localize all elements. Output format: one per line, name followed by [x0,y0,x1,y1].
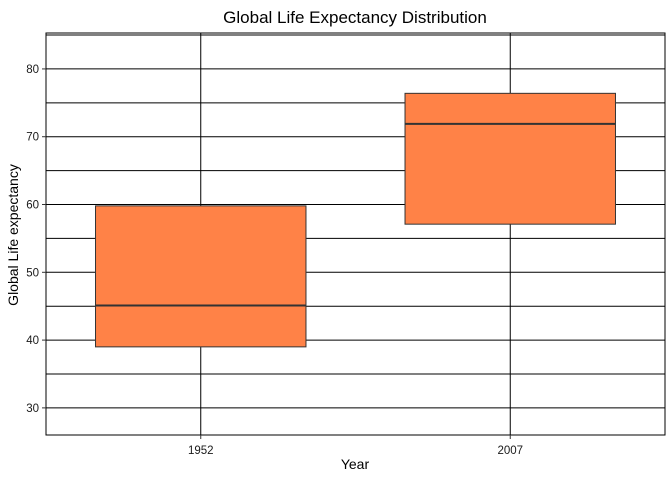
y-tick-label: 50 [26,267,39,279]
panel-border [45,32,666,436]
plot-panel: 30 40 50 60 70 80 1952 2007 [26,32,666,457]
y-tick-label: 40 [26,335,39,347]
y-tick-label: 60 [26,200,39,212]
x-tick-label: 2007 [497,445,523,457]
y-tick-label: 70 [26,132,39,144]
x-axis-title: Year [341,456,370,472]
y-tick-label: 80 [26,64,39,76]
box-2007 [404,92,616,225]
y-tick-label: 30 [26,403,39,415]
boxes [95,92,616,348]
chart-title: Global Life Expectancy Distribution [223,8,487,27]
y-axis-title: Global Life expectancy [5,164,21,306]
x-tick-label: 1952 [188,445,214,457]
box-1952 [95,205,307,348]
y-axis: 30 40 50 60 70 80 [26,64,46,415]
x-axis: 1952 2007 [188,435,523,457]
